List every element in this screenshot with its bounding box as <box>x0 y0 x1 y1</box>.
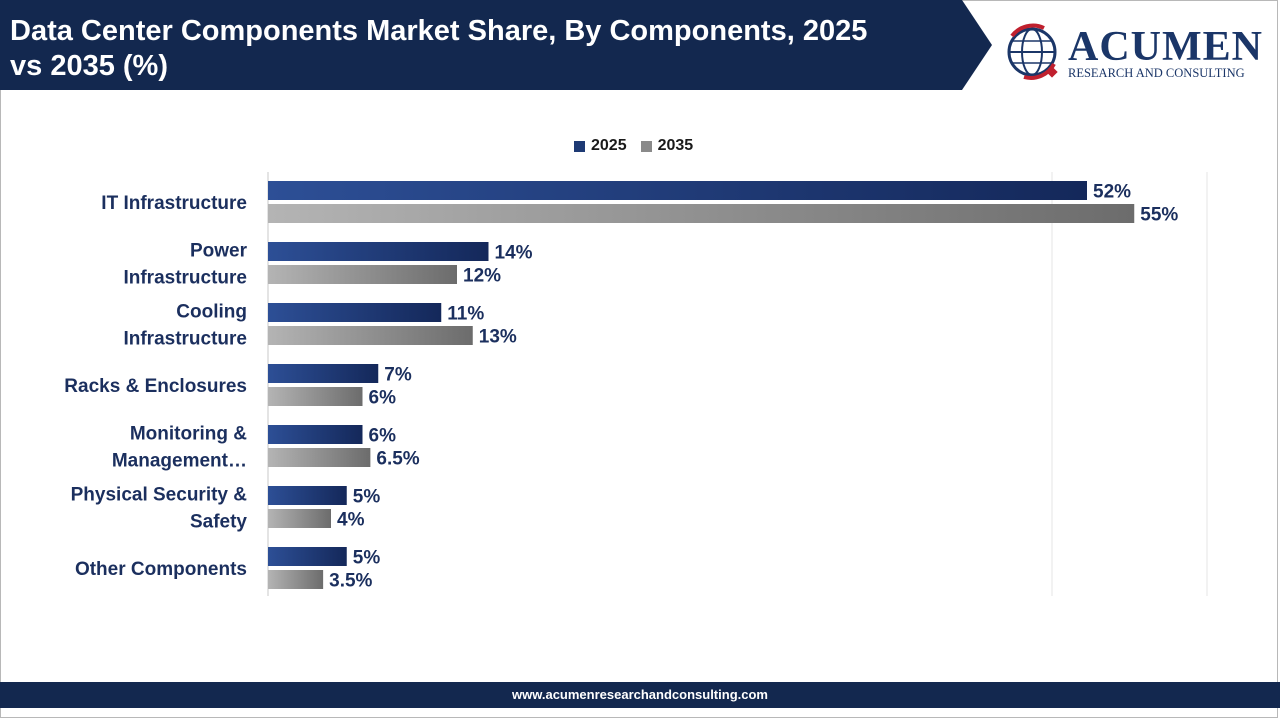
chart-title-line-2: vs 2035 (%) <box>10 50 168 82</box>
bar-2035-4 <box>268 448 371 467</box>
bar-2025-0 <box>268 181 1087 200</box>
bar-2025-4 <box>268 425 363 444</box>
bar-2025-1 <box>268 242 489 261</box>
category-label: Cooling <box>176 302 247 323</box>
data-label-2025-5: 5% <box>353 487 381 508</box>
data-label-2025-1: 14% <box>495 243 533 264</box>
legend-label-2025: 2025 <box>591 137 627 154</box>
category-label: Infrastructure <box>123 329 247 350</box>
bars: 52%55%14%12%11%13%7%6%6%6.5%5%4%5%3.5% <box>268 181 1178 592</box>
bar-2025-5 <box>268 486 347 505</box>
bar-2035-6 <box>268 570 324 589</box>
header: Data Center Components Market Share, By … <box>0 0 1280 92</box>
data-label-2035-6: 3.5% <box>329 571 372 592</box>
legend-label-2035: 2035 <box>657 137 694 154</box>
bar-2035-1 <box>268 265 457 284</box>
bar-2025-2 <box>268 303 442 322</box>
title-band <box>0 0 992 90</box>
chart-title: Data Center Components Market Share, By … <box>10 14 970 84</box>
legend-item-2035: 2035 <box>640 137 694 155</box>
footer-url: www.acumenresearchandconsulting.com <box>0 682 1280 708</box>
globe-icon <box>1007 23 1058 80</box>
category-label: Other Components <box>75 559 247 580</box>
title-band-shape <box>0 0 992 90</box>
category-label: IT Infrastructure <box>101 193 247 214</box>
logo-tagline: RESEARCH AND CONSULTING <box>1068 66 1245 80</box>
data-label-2025-3: 7% <box>384 365 412 386</box>
data-label-2025-4: 6% <box>369 426 397 447</box>
data-label-2025-6: 5% <box>353 548 381 569</box>
category-label: Management… <box>112 451 247 472</box>
bar-2025-6 <box>268 547 347 566</box>
data-label-2035-0: 55% <box>1140 205 1178 226</box>
legend-swatch-2025 <box>574 140 585 152</box>
logo-name: ACUMEN <box>1068 24 1263 70</box>
category-label: Safety <box>190 512 247 533</box>
bar-2035-3 <box>268 387 363 406</box>
category-labels: IT Infrastructure Power Infrastructure Cool… <box>64 193 247 580</box>
data-label-2035-4: 6.5% <box>376 449 419 470</box>
data-label-2025-0: 52% <box>1093 182 1131 203</box>
data-label-2035-2: 13% <box>479 327 517 348</box>
legend-item-2025: 2025 <box>574 137 627 155</box>
chart-title-line-1: Data Center Components Market Share, By … <box>10 15 868 47</box>
bar-2025-3 <box>268 364 379 383</box>
data-label-2035-1: 12% <box>463 266 501 287</box>
category-label: Power <box>190 241 248 262</box>
company-logo: ACUMEN RESEARCH AND CONSULTING <box>1004 22 1266 84</box>
category-label: Infrastructure <box>123 268 247 289</box>
bar-chart: 52%55%14%12%11%13%7%6%6%6.5%5%4%5%3.5% I… <box>64 172 1208 596</box>
data-label-2035-3: 6% <box>369 388 397 409</box>
category-label: Monitoring & <box>130 424 247 445</box>
legend-swatch-2035 <box>640 140 652 152</box>
bar-2035-2 <box>268 326 473 345</box>
legend: 2025 2035 <box>574 136 707 156</box>
bar-2035-0 <box>268 204 1135 223</box>
bar-2035-5 <box>268 509 331 528</box>
data-label-2035-5: 4% <box>337 510 365 531</box>
category-label: Racks & Enclosures <box>64 376 247 397</box>
data-label-2025-2: 11% <box>447 304 484 325</box>
category-label: Physical Security & <box>71 485 248 506</box>
